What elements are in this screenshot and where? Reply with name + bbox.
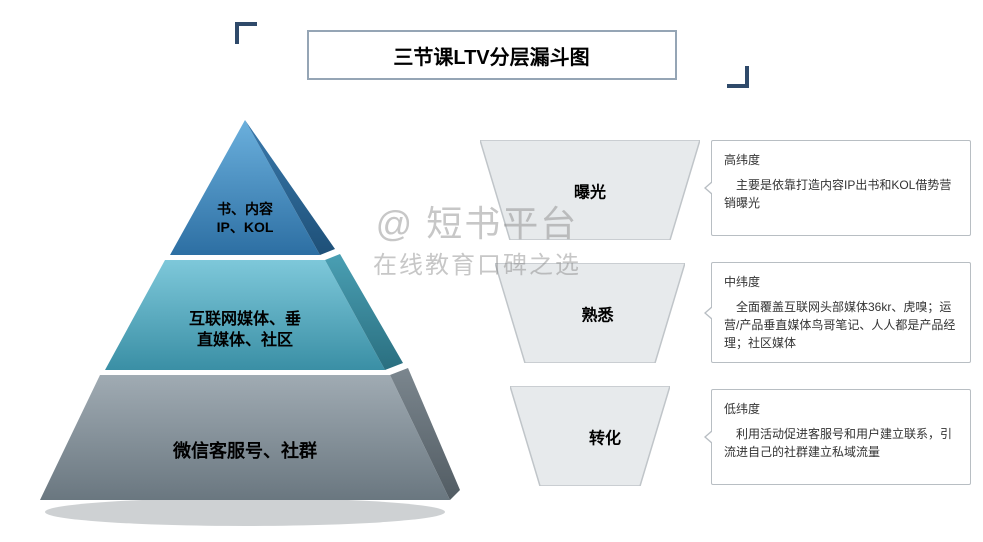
callout-1-title: 高纬度 bbox=[724, 151, 958, 168]
pyramid-layer-3-label: 微信客服号、社群 bbox=[30, 440, 460, 463]
corner-decoration-br bbox=[727, 66, 749, 88]
funnel-label-2: 熟悉 bbox=[581, 301, 613, 325]
callouts: 高纬度 主要是依靠打造内容IP出书和KOL借势营销曝光 中纬度 全面覆盖互联网头… bbox=[711, 140, 971, 511]
title-container: 三节课LTV分层漏斗图 bbox=[307, 30, 677, 80]
callout-1: 高纬度 主要是依靠打造内容IP出书和KOL借势营销曝光 bbox=[711, 140, 971, 236]
pyramid-l1-line2: IP、KOL bbox=[217, 219, 274, 235]
pyramid: 书、内容 IP、KOL 互联网媒体、垂 直媒体、社区 微信客服号、社群 bbox=[30, 120, 460, 510]
funnel-label-3: 转化 bbox=[589, 424, 621, 448]
callout-1-body: 主要是依靠打造内容IP出书和KOL借势营销曝光 bbox=[724, 176, 958, 212]
funnel-item-2: 熟悉 bbox=[495, 263, 700, 368]
callout-2: 中纬度 全面覆盖互联网头部媒体36kr、虎嗅；运营/产品垂直媒体鸟哥笔记、人人都… bbox=[711, 262, 971, 363]
callout-3-title: 低纬度 bbox=[724, 400, 958, 417]
funnel-label-1: 曝光 bbox=[574, 178, 606, 202]
callout-3-body: 利用活动促进客服号和用户建立联系，引流进自己的社群建立私域流量 bbox=[724, 425, 958, 461]
pyramid-l2-line2: 直媒体、社区 bbox=[197, 332, 293, 349]
pyramid-layer-3-front bbox=[40, 375, 450, 500]
funnel-item-1: 曝光 bbox=[480, 140, 700, 245]
pyramid-l3-line1: 微信客服号、社群 bbox=[173, 441, 317, 461]
diagram-main: 书、内容 IP、KOL 互联网媒体、垂 直媒体、社区 微信客服号、社群 曝光 熟… bbox=[0, 120, 983, 542]
callout-2-body: 全面覆盖互联网头部媒体36kr、虎嗅；运营/产品垂直媒体鸟哥笔记、人人都是产品经… bbox=[724, 298, 958, 352]
pyramid-layer-2-label: 互联网媒体、垂 直媒体、社区 bbox=[30, 310, 460, 352]
funnel-item-3: 转化 bbox=[510, 386, 700, 491]
funnel: 曝光 熟悉 转化 bbox=[480, 140, 700, 509]
callout-3: 低纬度 利用活动促进客服号和用户建立联系，引流进自己的社群建立私域流量 bbox=[711, 389, 971, 485]
pyramid-shadow bbox=[45, 498, 445, 526]
diagram-title: 三节课LTV分层漏斗图 bbox=[307, 30, 677, 80]
pyramid-layer-1-label: 书、内容 IP、KOL bbox=[30, 200, 460, 236]
pyramid-l2-line1: 互联网媒体、垂 bbox=[189, 311, 301, 328]
corner-decoration-tl bbox=[235, 22, 257, 44]
pyramid-l1-line1: 书、内容 bbox=[217, 201, 273, 217]
callout-2-title: 中纬度 bbox=[724, 273, 958, 290]
